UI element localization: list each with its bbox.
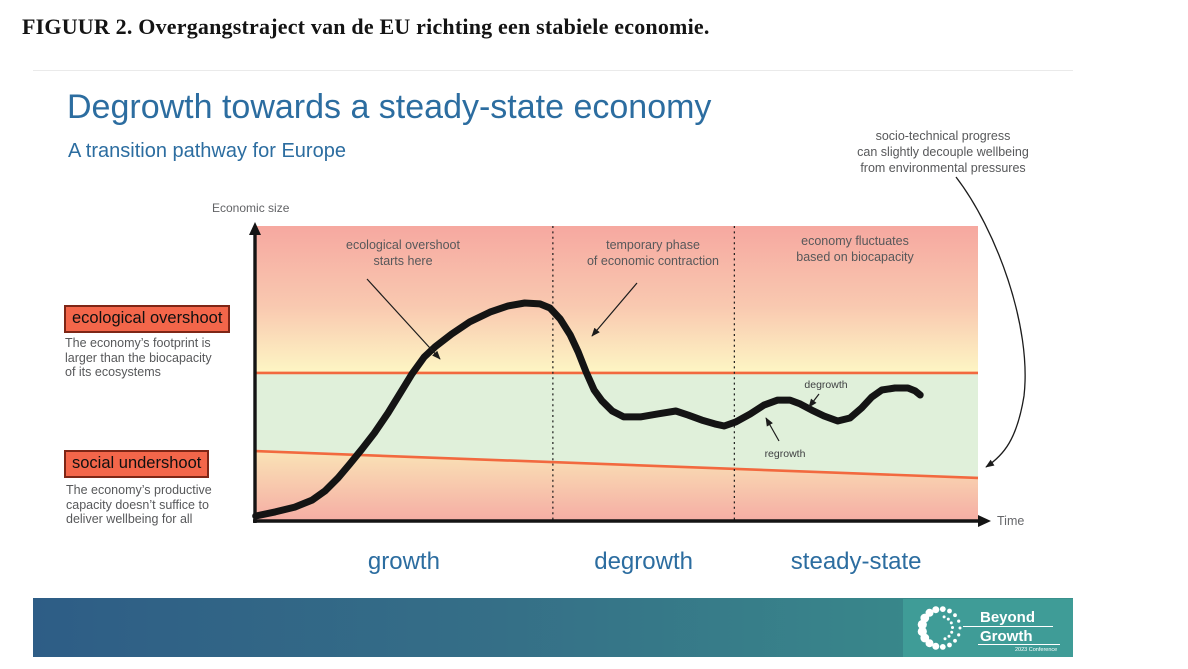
legend-desc-line: capacity doesn’t suffice to [66, 497, 209, 512]
legend-desc-line: The economy’s footprint is [65, 336, 211, 350]
logo-dot [951, 626, 954, 629]
phase-label: growth [368, 548, 440, 575]
legend-overshoot-description: The economy’s footprint is larger than t… [65, 336, 212, 380]
logo-dot [932, 606, 940, 614]
legend-desc-line: larger than the biocapacity [65, 350, 212, 365]
footer-banner [33, 598, 1073, 657]
logo-dot [932, 642, 940, 650]
arrow-overshoot-start-icon [366, 278, 441, 360]
logo-dot [953, 613, 957, 618]
zone-ecological-overshoot [255, 226, 978, 373]
legend-undershoot-description: The economy’s productive capacity doesn’… [66, 483, 212, 527]
legend-desc-line: The economy’s productive [66, 483, 212, 497]
logo-dot [953, 638, 957, 643]
logo-dot [939, 606, 946, 612]
arrow-degrowth-icon [808, 393, 820, 408]
economy-curve-group [252, 299, 924, 520]
logo-dot [917, 626, 927, 637]
annotation-overshoot-start: ecological overshoot [346, 238, 460, 252]
economy-curve [252, 299, 924, 520]
decouple-annotation: socio-technical progress can slightly de… [843, 129, 1043, 177]
logo-dot [939, 644, 946, 650]
logo-dot [942, 615, 946, 619]
slide: Degrowth towards a steady-state economy … [33, 70, 1073, 657]
annotation-regrowth: regrowth [765, 448, 806, 460]
zone-social-undershoot [255, 451, 978, 521]
slide-subtitle: A transition pathway for Europe [68, 140, 346, 162]
logo-dot [946, 617, 950, 621]
logo-tagline: 2023 Conference [1015, 647, 1057, 653]
annotation-fluctuates: economy fluctuates [801, 234, 909, 248]
annotation-overshoot-start: starts here [373, 254, 432, 268]
logo-dot [949, 621, 953, 625]
decouple-annotation-line: socio-technical progress [875, 129, 1011, 143]
legend-desc-line: deliver wellbeing for all [66, 512, 193, 526]
legend-overshoot-box: ecological overshoot [64, 305, 231, 333]
annotation-contraction: of economic contraction [587, 254, 719, 268]
decouple-annotation-line: from environmental pressures [860, 160, 1026, 175]
figure-caption: FIGUUR 2. Overgangstraject van de EU ric… [22, 14, 710, 39]
slide-title: Degrowth towards a steady-state economy [67, 88, 712, 126]
logo-text-beyond: Beyond [980, 609, 1035, 626]
arrow-regrowth-icon [765, 417, 780, 442]
logo-dot [947, 608, 952, 614]
logo-text-growth: Growth [980, 628, 1033, 645]
social-foundation-line [254, 449, 979, 480]
logo-dots-icon [917, 606, 962, 650]
logo-dot [958, 626, 962, 630]
beyond-growth-logo: Beyond Growth 2023 Conference [903, 599, 1073, 657]
legend-desc-line: of its ecosystems [65, 365, 161, 379]
logo-dot [957, 633, 961, 637]
decouple-annotation-line: can slightly decouple wellbeing [857, 144, 1029, 159]
logo-dot [943, 637, 947, 641]
x-axis-label: Time [997, 514, 1024, 528]
y-axis-arrowhead-icon [249, 222, 261, 235]
x-axis-arrowhead-icon [978, 515, 991, 527]
reference-lines [254, 226, 979, 521]
logo-dot [947, 634, 951, 638]
arrow-contraction-icon [591, 282, 638, 337]
y-axis-label: Economic size [212, 201, 290, 215]
logo-dot [950, 630, 954, 634]
logo-dot [947, 642, 952, 648]
annotation-degrowth: degrowth [804, 379, 847, 391]
arrow-decouple-icon [955, 176, 1026, 468]
logo-dot [925, 608, 934, 617]
logo-dot [957, 619, 961, 623]
phase-label: degrowth [594, 548, 693, 575]
phase-labels: growth degrowth steady-state [368, 548, 922, 575]
phase-label: steady-state [791, 548, 922, 575]
annotation-fluctuates: based on biocapacity [796, 250, 914, 264]
legend-undershoot-box: social undershoot [64, 450, 210, 478]
transition-chart: Time ecological overshoot starts here te… [249, 176, 1026, 575]
annotation-contraction: temporary phase [606, 238, 700, 252]
